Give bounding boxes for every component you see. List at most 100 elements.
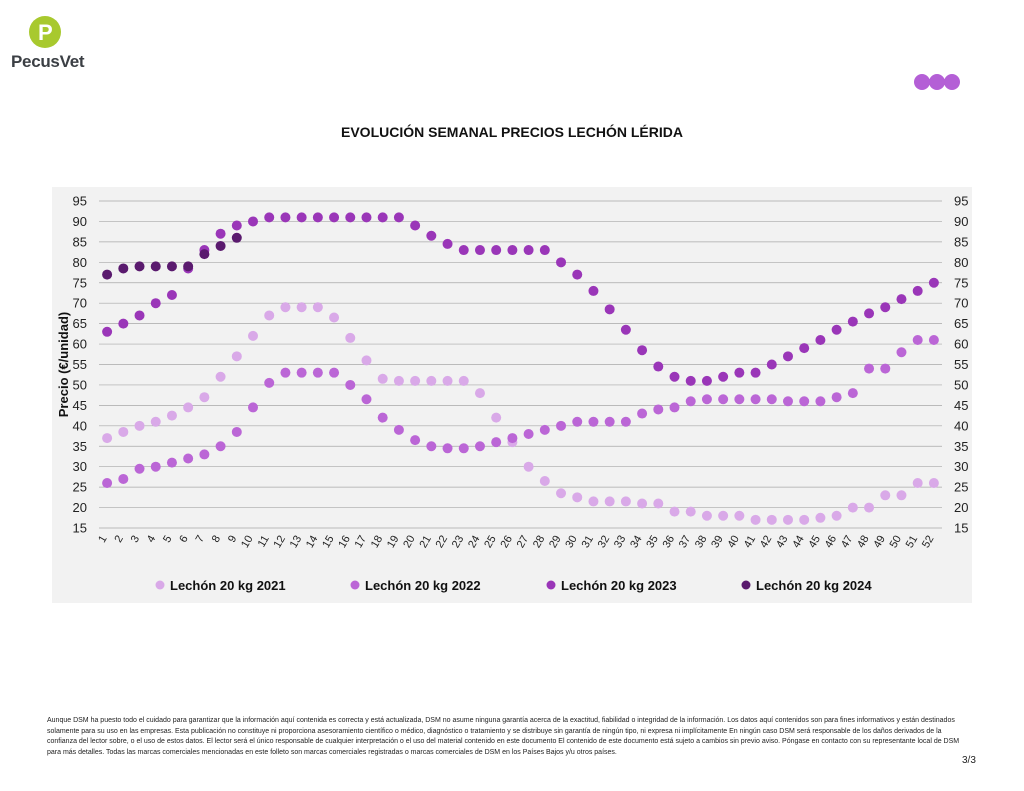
data-point-series-2 [928,334,939,345]
data-point-series-3 [442,238,453,249]
data-point-series-3 [766,359,777,370]
data-point-series-1 [426,375,437,386]
data-point-series-2 [296,367,307,378]
x-tick-label: 18 [369,534,386,551]
y-tick-label-right: 15 [954,521,968,536]
x-tick-label: 45 [806,534,823,551]
y-tick-label-left: 55 [73,357,87,372]
data-point-series-1 [896,490,907,501]
data-point-series-3 [491,245,502,256]
legend-label: Lechón 20 kg 2022 [365,578,481,593]
x-tick-label: 39 [709,534,726,551]
data-point-series-3 [880,302,891,313]
x-tick-label: 22 [434,534,451,551]
data-point-series-1 [231,351,242,362]
data-point-series-2 [734,394,745,405]
x-tick-label: 19 [385,534,402,551]
data-point-series-2 [102,478,113,489]
legend-label: Lechón 20 kg 2023 [561,578,677,593]
data-point-series-4 [118,263,129,274]
x-tick-label: 48 [855,534,872,551]
x-tick-label: 2 [112,534,125,545]
data-point-series-2 [620,416,631,427]
data-point-series-3 [734,367,745,378]
legend-marker [741,580,751,590]
data-point-series-2 [701,394,712,405]
x-tick-label: 40 [725,534,742,551]
data-point-series-3 [669,371,680,382]
data-point-series-2 [150,461,161,472]
x-tick-label: 49 [871,534,888,551]
data-point-series-2 [280,367,291,378]
data-point-series-2 [134,463,145,474]
data-point-series-1 [539,475,550,486]
data-point-series-3 [393,212,404,223]
data-point-series-2 [312,367,323,378]
y-tick-label-left: 15 [73,521,87,536]
data-point-series-1 [782,514,793,525]
decorative-dots-icon [914,74,960,90]
logo-circle-icon [29,16,61,48]
x-tick-label: 9 [226,534,239,545]
data-point-series-3 [718,371,729,382]
data-point-series-1 [604,496,615,507]
data-point-series-2 [166,457,177,468]
data-point-series-3 [637,345,648,356]
x-tick-label: 21 [417,534,434,551]
y-tick-label-left: 70 [73,296,87,311]
data-point-series-3 [280,212,291,223]
x-tick-label: 33 [612,534,629,551]
x-tick-label: 46 [823,534,840,551]
data-point-series-3 [782,351,793,362]
legend-label: Lechón 20 kg 2021 [170,578,286,593]
data-point-series-3 [361,212,372,223]
x-tick-label: 5 [161,534,174,545]
data-point-series-3 [653,361,664,372]
data-point-series-1 [280,302,291,313]
data-point-series-2 [831,392,842,403]
data-point-series-1 [458,375,469,386]
data-point-series-2 [491,437,502,448]
x-tick-label: 52 [920,534,937,551]
page-number: 3/3 [962,755,976,766]
y-tick-label-right: 65 [954,316,968,331]
data-point-series-1 [572,492,583,503]
x-tick-label: 35 [644,534,661,551]
data-point-series-2 [361,394,372,405]
data-point-series-3 [410,220,421,231]
data-point-series-2 [199,449,210,460]
data-point-series-2 [782,396,793,407]
data-point-series-3 [750,367,761,378]
data-point-series-3 [831,324,842,335]
data-point-series-1 [880,490,891,501]
y-tick-label-left: 25 [73,480,87,495]
x-tick-label: 8 [210,534,223,545]
y-tick-label-left: 30 [73,459,87,474]
data-point-series-1 [653,498,664,509]
data-point-series-1 [523,461,534,472]
data-point-series-2 [815,396,826,407]
data-point-series-3 [928,277,939,288]
data-point-series-1 [150,416,161,427]
data-point-series-2 [766,394,777,405]
y-tick-label-left: 35 [73,439,87,454]
x-tick-label: 20 [401,534,418,551]
data-point-series-3 [166,290,177,301]
data-point-series-1 [248,330,259,341]
data-point-series-3 [377,212,388,223]
data-point-series-2 [799,396,810,407]
y-tick-label-right: 30 [954,459,968,474]
data-point-series-1 [442,375,453,386]
legend-marker [546,580,556,590]
data-point-series-1 [750,514,761,525]
data-point-series-3 [312,212,323,223]
y-tick-label-right: 60 [954,337,968,352]
data-point-series-3 [523,245,534,256]
x-tick-label: 6 [177,534,190,545]
data-point-series-3 [572,269,583,280]
data-point-series-1 [864,502,875,513]
data-point-series-3 [799,343,810,354]
x-tick-label: 1 [96,534,109,545]
y-tick-label-right: 75 [954,275,968,290]
